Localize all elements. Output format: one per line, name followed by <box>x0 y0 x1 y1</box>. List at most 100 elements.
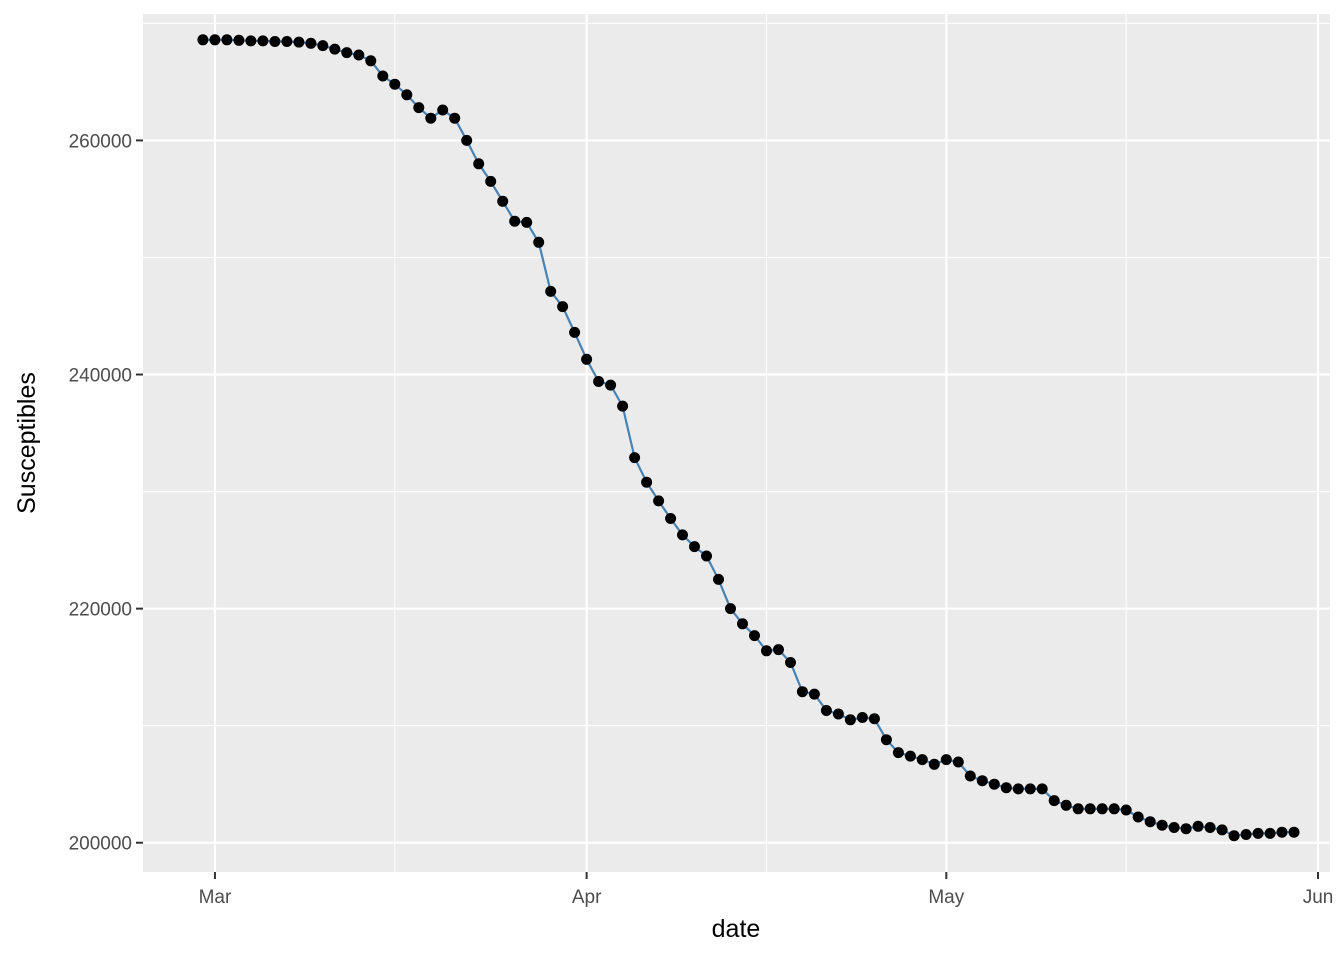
data-point <box>509 215 521 227</box>
data-point <box>1096 803 1108 815</box>
data-point <box>916 754 928 766</box>
data-point <box>581 353 593 365</box>
data-point <box>365 55 377 67</box>
data-point <box>293 36 305 48</box>
data-point <box>749 630 760 642</box>
data-point <box>497 195 509 207</box>
data-point <box>377 70 389 82</box>
data-point <box>713 573 724 585</box>
data-point <box>820 705 832 716</box>
data-point <box>617 400 629 412</box>
data-point <box>593 376 605 387</box>
x-tick-label: May <box>928 887 964 908</box>
data-point <box>197 34 209 46</box>
data-point <box>281 36 293 47</box>
y-tick-label: 240000 <box>69 366 132 387</box>
data-point <box>257 35 269 47</box>
x-tick-label: Mar <box>199 887 232 908</box>
data-point <box>629 452 641 464</box>
data-point <box>940 754 952 766</box>
data-point <box>856 712 868 723</box>
data-point <box>653 495 665 507</box>
data-point <box>1228 830 1240 842</box>
data-point <box>976 775 988 787</box>
data-point <box>796 686 808 698</box>
data-point <box>1180 823 1192 835</box>
data-point <box>461 134 473 146</box>
y-axis-ticks: 200000 220000 240000 260000 <box>69 131 143 855</box>
data-point <box>329 43 341 55</box>
data-point <box>1048 795 1060 807</box>
data-point <box>305 37 317 49</box>
data-point <box>928 758 940 770</box>
data-point <box>557 301 569 313</box>
data-point <box>1252 827 1264 839</box>
y-tick-label: 220000 <box>69 600 132 621</box>
data-point <box>1120 804 1132 816</box>
data-point <box>689 541 700 553</box>
data-point <box>605 379 617 391</box>
x-axis-title: date <box>712 915 761 943</box>
y-tick-label: 260000 <box>69 131 132 152</box>
minor-grid <box>143 14 1330 872</box>
data-point <box>701 550 712 562</box>
data-point <box>473 158 485 170</box>
data-point <box>1036 783 1048 795</box>
data-point <box>665 513 677 524</box>
data-point <box>832 708 844 720</box>
data-point <box>1192 820 1204 832</box>
data-point <box>1144 816 1156 828</box>
data-point <box>880 734 892 746</box>
data-point <box>988 778 1000 790</box>
x-tick-label: Apr <box>572 887 602 908</box>
data-point <box>677 529 688 541</box>
data-point <box>1072 803 1084 815</box>
data-point <box>1012 783 1024 795</box>
data-point <box>952 756 964 768</box>
data-point <box>761 645 772 657</box>
data-point <box>1108 803 1120 815</box>
data-point <box>269 36 281 47</box>
data-point <box>725 603 736 615</box>
data-point <box>245 35 257 47</box>
data-point <box>773 644 784 656</box>
data-point <box>353 49 365 61</box>
data-points <box>197 34 1300 842</box>
y-tick-label: 200000 <box>69 834 132 855</box>
data-point <box>1000 782 1012 794</box>
data-point <box>964 770 976 782</box>
data-point <box>533 236 545 248</box>
data-point <box>904 750 916 762</box>
data-point <box>449 112 461 124</box>
data-point <box>341 47 353 59</box>
data-point <box>437 104 449 116</box>
data-point <box>1240 829 1252 840</box>
data-point <box>1084 803 1096 815</box>
data-point <box>317 40 329 52</box>
data-point <box>892 747 904 759</box>
x-axis-ticks: Mar Apr May Jun <box>199 872 1334 908</box>
data-point <box>844 714 856 726</box>
data-point <box>1168 822 1180 833</box>
data-point <box>389 78 401 90</box>
data-point <box>868 713 880 725</box>
data-point <box>1024 783 1036 795</box>
data-point <box>545 285 557 297</box>
data-point <box>1288 826 1300 838</box>
major-grid <box>143 14 1330 872</box>
data-point <box>785 657 796 668</box>
data-point <box>1216 824 1228 836</box>
plot-panel <box>143 14 1330 872</box>
data-point <box>413 102 425 114</box>
data-point <box>221 34 233 46</box>
data-point <box>569 326 581 338</box>
data-point <box>737 618 748 630</box>
data-point <box>1060 799 1072 811</box>
data-point <box>425 112 437 124</box>
data-point <box>521 216 533 228</box>
data-point <box>209 34 221 46</box>
x-tick-label: Jun <box>1303 887 1334 908</box>
data-point <box>1204 822 1216 833</box>
data-point <box>808 688 820 700</box>
